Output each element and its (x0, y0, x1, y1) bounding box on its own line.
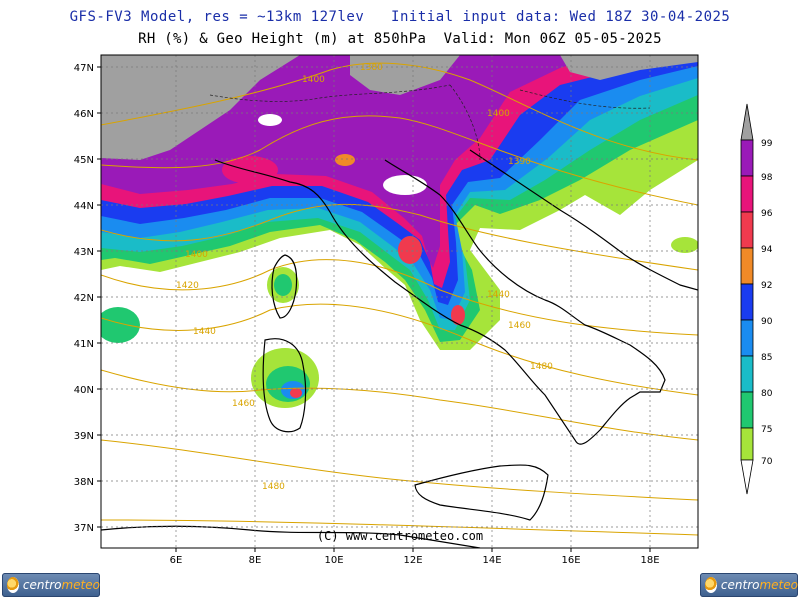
sicily-coastline (414, 464, 549, 521)
balkan-coastline (469, 149, 698, 291)
title-field-valid: RH (%) & Geo Height (m) at 850hPa Valid:… (138, 31, 662, 47)
rh-band-99-east (560, 55, 698, 80)
lat-label: 40N (74, 385, 94, 396)
rh-shading (101, 55, 698, 408)
lon-labels: 6E 8E 10E 12E 14E 16E 18E (170, 555, 660, 566)
lat-label: 45N (74, 155, 94, 166)
contour-label: 1440 (193, 327, 216, 337)
colorbar: 99 98 96 94 92 90 85 80 75 70 (740, 103, 773, 495)
lat-label: 41N (74, 339, 94, 350)
lat-label: 39N (74, 431, 94, 442)
colorbar-label: 75 (761, 425, 772, 435)
lat-labels: 47N 46N 45N 44N 43N 42N 41N 40N 39N 38N … (74, 63, 94, 534)
lat-label: 43N (74, 247, 94, 258)
italy-coastline (214, 159, 666, 445)
rh-blob-west (101, 307, 140, 343)
lon-label: 10E (324, 555, 343, 566)
lat-label: 44N (74, 201, 94, 212)
contour-label: 1460 (232, 399, 255, 409)
contour-label: 1480 (530, 362, 553, 372)
contour-label: 1460 (508, 321, 531, 331)
rh-hole-alps (258, 114, 282, 126)
colorbar-label: 80 (761, 389, 773, 399)
contour-label: 1420 (176, 281, 199, 291)
lat-label: 38N (74, 477, 94, 488)
logo-text: centrometeo (720, 578, 798, 592)
plot-frame (100, 54, 699, 549)
rh-patch-94-lazio (398, 236, 422, 264)
lon-label: 16E (561, 555, 580, 566)
colorbar-label: 70 (761, 457, 773, 467)
contour-label: 1400 (302, 75, 325, 85)
sardinia-coastline (262, 338, 307, 433)
lon-label: 14E (482, 555, 501, 566)
geo-contours (101, 62, 698, 536)
coastlines (101, 149, 698, 548)
lat-label: 46N (74, 109, 94, 120)
contour-label: 1390 (508, 157, 531, 167)
graticule (101, 55, 698, 548)
lat-label: 42N (74, 293, 94, 304)
rh-blob-east (671, 237, 698, 253)
colorbar-label: 90 (761, 317, 773, 327)
contour-label: 1480 (262, 482, 285, 492)
borders (209, 84, 651, 161)
rh-patch-96-ligurian (222, 156, 278, 184)
contour-label: 1400 (185, 250, 208, 260)
logo-sun-icon (7, 577, 19, 593)
rh-band-99 (101, 55, 300, 160)
credit-text: (C) www.centrometeo.com (317, 529, 483, 543)
contour-value-labels: 1400 1380 1400 1390 1400 1420 1440 1440 … (176, 63, 553, 492)
rh-hole-pianura (383, 175, 427, 195)
logo-text: centrometeo (22, 578, 100, 592)
logo-left[interactable]: centrometeo (2, 573, 100, 597)
lon-label: 18E (640, 555, 659, 566)
colorbar-label: 92 (761, 281, 772, 291)
colorbar-label: 85 (761, 353, 772, 363)
colorbar-label: 96 (761, 209, 773, 219)
rh-patch-94-campania (451, 305, 465, 325)
contour-label: 1440 (487, 290, 510, 300)
colorbar-label: 99 (761, 139, 773, 149)
contour-label: 1380 (360, 63, 383, 73)
corsica-coastline (271, 254, 298, 319)
axis-ticks (97, 66, 651, 552)
colorbar-label: 94 (761, 245, 773, 255)
lon-label: 12E (403, 555, 422, 566)
colorbar-top-arrow (740, 103, 754, 141)
lon-label: 6E (170, 555, 183, 566)
colorbar-label: 98 (761, 173, 773, 183)
title-model-run: GFS-FV3 Model, res = ~13km 127lev Initia… (69, 9, 731, 25)
contour-label: 1400 (487, 109, 510, 119)
lon-label: 8E (249, 555, 262, 566)
lat-label: 37N (74, 523, 94, 534)
rh-patch-92-tuscany (335, 154, 355, 166)
north-africa-coastline (101, 525, 481, 548)
logo-sun-icon (705, 577, 717, 593)
colorbar-bottom-arrow (740, 459, 754, 495)
lat-label: 47N (74, 63, 94, 74)
rh-band-99-alps (350, 55, 460, 95)
logo-right[interactable]: centrometeo (700, 573, 798, 597)
